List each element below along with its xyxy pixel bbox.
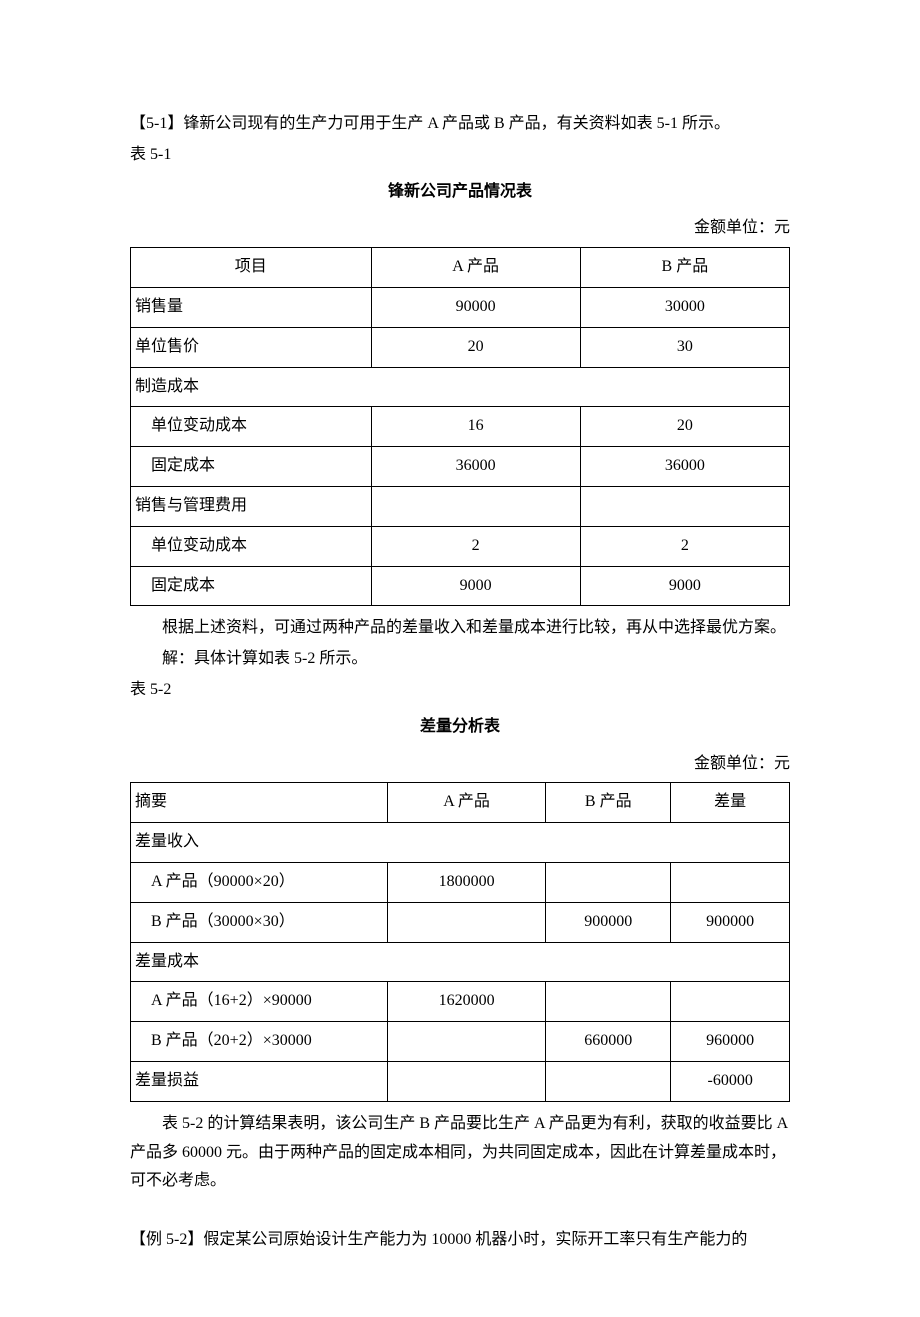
cell-value: 36000 <box>580 447 789 487</box>
row-label: 单位变动成本 <box>131 526 372 566</box>
row-label: B 产品（20+2）×30000 <box>131 1022 388 1062</box>
cell-value: 20 <box>371 327 580 367</box>
cell-value: 960000 <box>671 1022 790 1062</box>
cell-value: 9000 <box>580 566 789 606</box>
row-label: B 产品（30000×30） <box>131 902 388 942</box>
table-5-2: 摘要 A 产品 B 产品 差量 差量收入 A 产品（90000×20） 1800… <box>130 782 790 1101</box>
cell-value: 30 <box>580 327 789 367</box>
cell-value: 16 <box>371 407 580 447</box>
table-row: 销售量 90000 30000 <box>131 287 790 327</box>
cell-value <box>388 1022 546 1062</box>
row-label: A 产品（16+2）×90000 <box>131 982 388 1022</box>
table-5-1: 项目 A 产品 B 产品 销售量 90000 30000 单位售价 20 30 … <box>130 247 790 606</box>
row-label: 单位变动成本 <box>131 407 372 447</box>
table-row: A 产品（90000×20） 1800000 <box>131 862 790 902</box>
table2-header-a: A 产品 <box>388 783 546 823</box>
cell-value: 20 <box>580 407 789 447</box>
cell-value: 660000 <box>546 1022 671 1062</box>
table-row: 差量成本 <box>131 942 790 982</box>
table1-header-b: B 产品 <box>580 248 789 288</box>
row-label: 单位售价 <box>131 327 372 367</box>
row-label: 固定成本 <box>131 566 372 606</box>
mid-paragraph-1: 根据上述资料，可通过两种产品的差量收入和差量成本进行比较，再从中选择最优方案。 <box>130 614 790 643</box>
table-row: 差量收入 <box>131 823 790 863</box>
cell-value: 9000 <box>371 566 580 606</box>
row-label: 固定成本 <box>131 447 372 487</box>
cell-value <box>671 982 790 1022</box>
table2-header-row: 摘要 A 产品 B 产品 差量 <box>131 783 790 823</box>
table-row: 销售与管理费用 <box>131 486 790 526</box>
table-row: 制造成本 <box>131 367 790 407</box>
unit-label-1: 金额单位：元 <box>130 214 790 243</box>
after-paragraph-1: 表 5-2 的计算结果表明，该公司生产 B 产品要比生产 A 产品更为有利，获取… <box>130 1110 790 1196</box>
cell-value: 36000 <box>371 447 580 487</box>
cell-value <box>388 1061 546 1101</box>
after-paragraph-2: 【例 5-2】假定某公司原始设计生产能力为 10000 机器小时，实际开工率只有… <box>130 1226 790 1255</box>
table-row: B 产品（30000×30） 900000 900000 <box>131 902 790 942</box>
table2-header-summary: 摘要 <box>131 783 388 823</box>
intro-paragraph-1: 【5-1】锋新公司现有的生产力可用于生产 A 产品或 B 产品，有关资料如表 5… <box>130 110 790 139</box>
cell-value: 1620000 <box>388 982 546 1022</box>
table-row: 单位变动成本 16 20 <box>131 407 790 447</box>
cell-value: 90000 <box>371 287 580 327</box>
cell-value: 2 <box>371 526 580 566</box>
table-row: A 产品（16+2）×90000 1620000 <box>131 982 790 1022</box>
table-label-5-1: 表 5-1 <box>130 141 790 170</box>
cell-value: 1800000 <box>388 862 546 902</box>
row-label: A 产品（90000×20） <box>131 862 388 902</box>
cell-value: -60000 <box>671 1061 790 1101</box>
table2-header-diff: 差量 <box>671 783 790 823</box>
table-row: B 产品（20+2）×30000 660000 960000 <box>131 1022 790 1062</box>
table-label-5-2: 表 5-2 <box>130 676 790 705</box>
table1-header-row: 项目 A 产品 B 产品 <box>131 248 790 288</box>
cell-value: 30000 <box>580 287 789 327</box>
row-label: 差量损益 <box>131 1061 388 1101</box>
table2-header-b: B 产品 <box>546 783 671 823</box>
cell-value: 900000 <box>546 902 671 942</box>
cell-value <box>546 862 671 902</box>
table1-title: 锋新公司产品情况表 <box>130 178 790 207</box>
table-row: 固定成本 9000 9000 <box>131 566 790 606</box>
spacer <box>130 1198 790 1226</box>
row-label: 差量收入 <box>131 823 790 863</box>
cell-value <box>546 1061 671 1101</box>
cell-value <box>671 862 790 902</box>
unit-label-2: 金额单位：元 <box>130 750 790 779</box>
row-label: 差量成本 <box>131 942 790 982</box>
cell-value: 2 <box>580 526 789 566</box>
row-label: 销售与管理费用 <box>131 486 372 526</box>
mid-paragraph-2: 解：具体计算如表 5-2 所示。 <box>130 645 790 674</box>
cell-value <box>388 902 546 942</box>
cell-value: 900000 <box>671 902 790 942</box>
cell-value <box>580 486 789 526</box>
row-label: 销售量 <box>131 287 372 327</box>
row-label: 制造成本 <box>131 367 790 407</box>
table-row: 固定成本 36000 36000 <box>131 447 790 487</box>
table-row: 单位售价 20 30 <box>131 327 790 367</box>
table-row: 单位变动成本 2 2 <box>131 526 790 566</box>
table1-header-item: 项目 <box>131 248 372 288</box>
table2-title: 差量分析表 <box>130 713 790 742</box>
cell-value <box>371 486 580 526</box>
cell-value <box>546 982 671 1022</box>
table-row: 差量损益 -60000 <box>131 1061 790 1101</box>
table1-header-a: A 产品 <box>371 248 580 288</box>
